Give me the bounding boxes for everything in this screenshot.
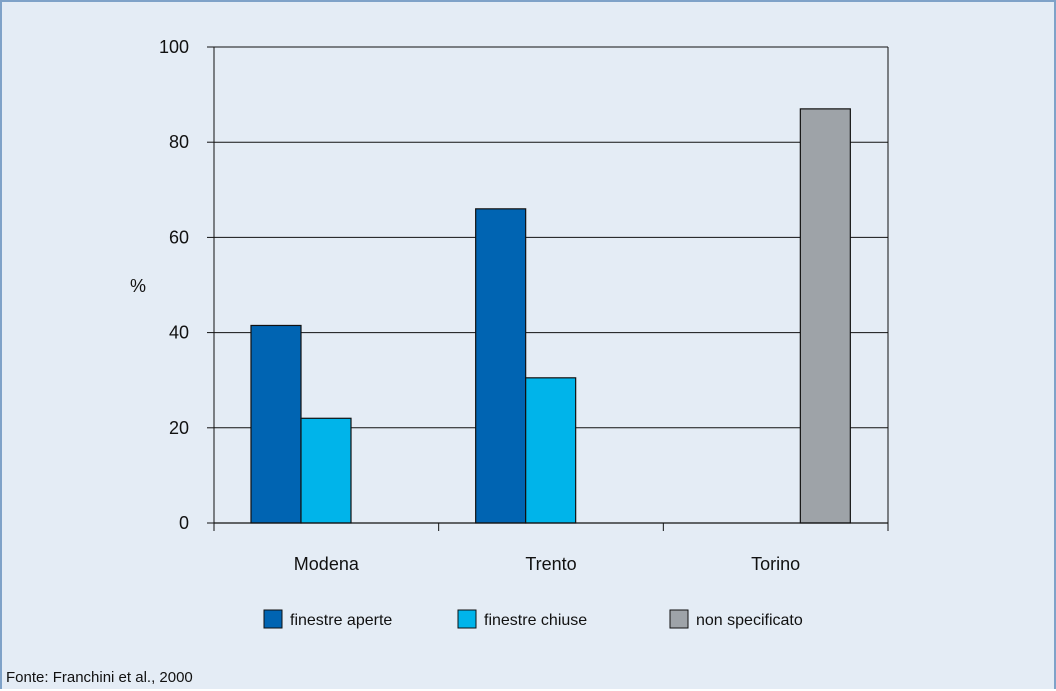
legend: finestre aperte finestre chiuse non specif… <box>263 609 803 629</box>
y-tick-label: 80 <box>169 132 189 152</box>
axes <box>207 46 889 531</box>
bar-finestre-chiuse-trento <box>525 377 577 524</box>
y-axis-label: % <box>130 276 146 296</box>
legend-label: finestre aperte <box>290 612 392 629</box>
legend-swatch <box>457 609 477 629</box>
y-tick-label: 40 <box>169 323 189 343</box>
y-tick-label: 20 <box>169 418 189 438</box>
bar-non-specificato-torino <box>799 108 851 524</box>
x-tick-label: Modena <box>294 554 360 574</box>
y-tick-label: 0 <box>179 513 189 533</box>
bar-finestre-aperte-modena <box>250 324 302 524</box>
legend-swatch <box>669 609 689 629</box>
bars <box>250 108 851 524</box>
legend-swatch <box>263 609 283 629</box>
x-tick-label: Torino <box>751 554 800 574</box>
legend-label: finestre chiuse <box>484 612 587 629</box>
gridlines <box>214 46 888 429</box>
tick-labels: 0 20 40 60 80 100 Modena Trento Torino <box>159 37 800 574</box>
legend-label: non specificato <box>696 612 803 629</box>
x-tick-label: Trento <box>525 554 576 574</box>
y-tick-label: 60 <box>169 227 189 247</box>
bar-finestre-chiuse-modena <box>300 417 352 524</box>
source-note: Fonte: Franchini et al., 2000 <box>6 669 193 686</box>
y-tick-label: 100 <box>159 37 189 57</box>
bar-finestre-aperte-trento <box>475 208 527 524</box>
